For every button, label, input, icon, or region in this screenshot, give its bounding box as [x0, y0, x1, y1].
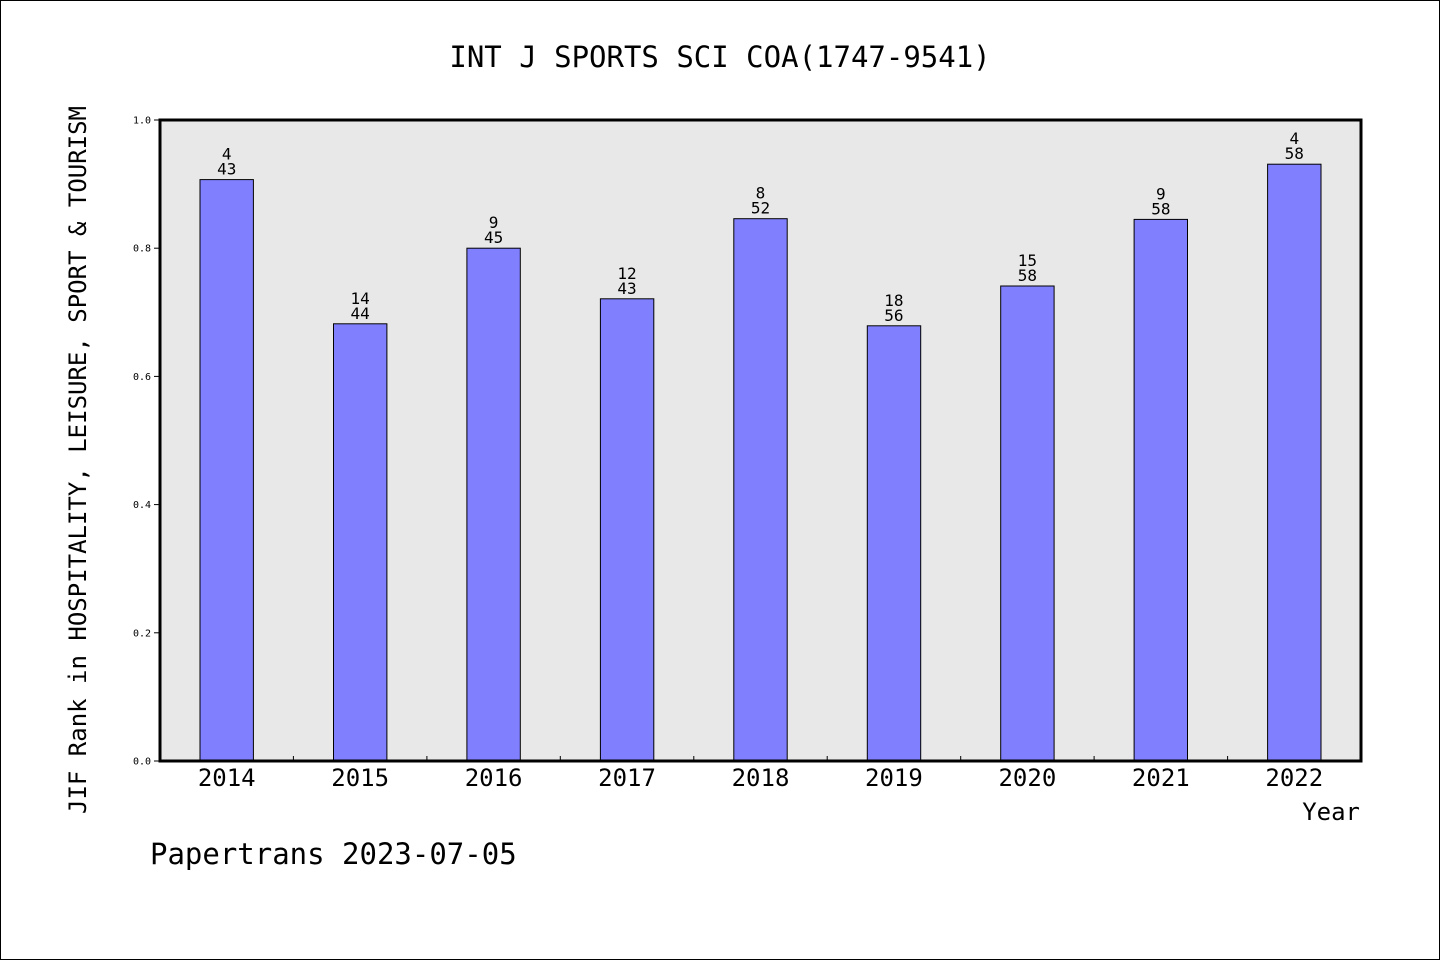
bar-2015 — [333, 323, 388, 762]
x-tick-label: 2015 — [331, 764, 389, 792]
x-tick-label: 2022 — [1265, 764, 1323, 792]
y-tick-label: 0.0 — [133, 757, 151, 768]
x-tick-label: 2016 — [465, 764, 523, 792]
bar-rank-label: 14 — [351, 289, 370, 308]
bar-2022 — [1267, 163, 1322, 762]
y-tick-label: 0.4 — [133, 500, 151, 511]
y-tick-label: 0.2 — [133, 628, 151, 639]
bar-total-label: 44 — [351, 304, 370, 323]
bar-rank-label: 4 — [222, 145, 232, 164]
x-tick-label: 2019 — [865, 764, 923, 792]
bar-rank-label: 9 — [1156, 184, 1166, 203]
bar-total-label: 58 — [1018, 266, 1037, 285]
bar-rank-label: 15 — [1018, 251, 1037, 270]
bar-rank-label: 8 — [756, 184, 766, 203]
bar-total-label: 58 — [1285, 144, 1304, 163]
bar-total-label: 52 — [751, 199, 770, 218]
y-axis: 0.0 0.2 0.4 0.6 0.8 1.0 — [133, 116, 160, 768]
x-axis: 2014 2015 2016 2017 2018 2019 2020 2021 2022 — [198, 756, 1323, 792]
bar-2016 — [466, 247, 521, 762]
x-tick-label: 2014 — [198, 764, 256, 792]
bar-total-label: 58 — [1151, 199, 1170, 218]
bar-2020 — [1000, 285, 1055, 762]
bar-2021 — [1133, 218, 1188, 762]
x-tick-label: 2021 — [1132, 764, 1190, 792]
bar-2014 — [199, 179, 254, 762]
bar-total-label: 43 — [617, 279, 636, 298]
plot-border — [158, 118, 1363, 763]
footer-credit: Papertrans 2023-07-05 — [150, 837, 517, 871]
x-tick-label: 2020 — [998, 764, 1056, 792]
y-axis-label: JIF Rank in HOSPITALITY, LEISURE, SPORT … — [64, 106, 92, 814]
bar-total-label: 56 — [884, 306, 903, 325]
bar-rank-label: 12 — [617, 264, 636, 283]
chart-title: INT J SPORTS SCI COA(1747-9541) — [449, 40, 990, 74]
x-axis-label: Year — [1302, 798, 1360, 826]
y-tick-label: 1.0 — [133, 116, 151, 127]
y-tick-label: 0.8 — [133, 244, 151, 255]
bar-2018 — [733, 218, 788, 762]
bar-rank-label: 4 — [1289, 129, 1299, 148]
bar-rank-label: 9 — [489, 213, 499, 232]
bar-total-label: 45 — [484, 228, 503, 247]
x-tick-label: 2018 — [732, 764, 790, 792]
x-tick-label: 2017 — [598, 764, 656, 792]
bar-rank-label: 18 — [884, 291, 903, 310]
y-tick-label: 0.6 — [133, 372, 151, 383]
bar-2019 — [866, 325, 922, 762]
bar-total-label: 43 — [217, 160, 236, 179]
bar-2017 — [599, 298, 655, 762]
